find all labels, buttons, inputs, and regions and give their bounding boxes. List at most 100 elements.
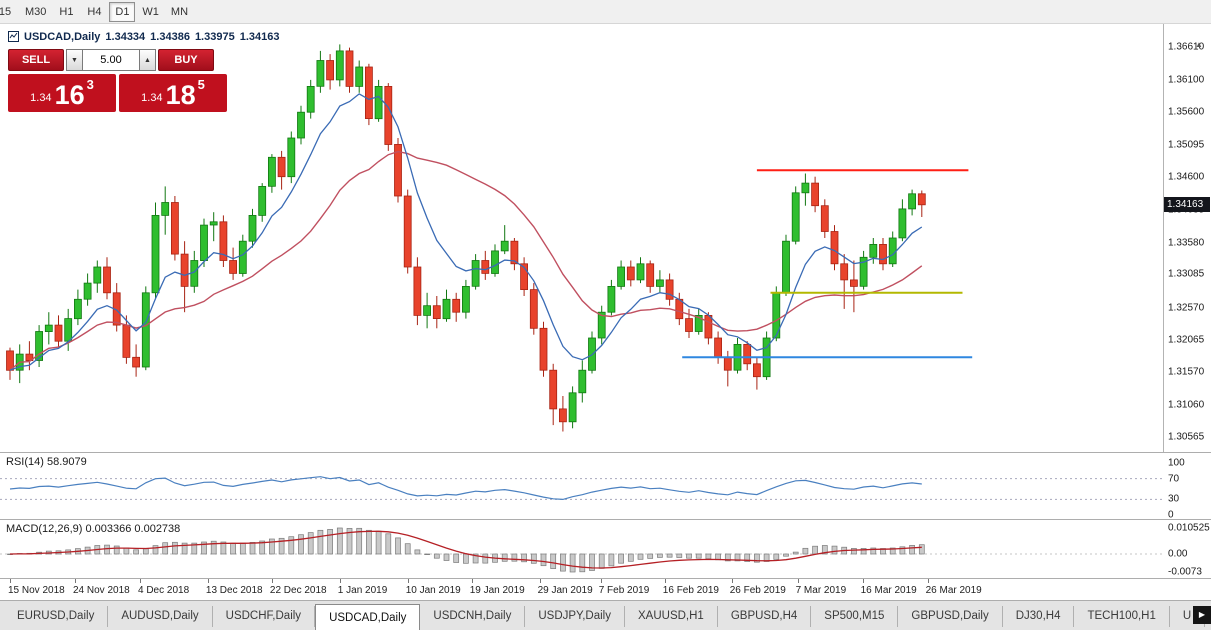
- chart-tab-sp500-m15[interactable]: SP500,M15: [811, 606, 899, 627]
- volume-spinner: ▼ ▲: [66, 49, 156, 71]
- chart-ohlc-header: USDCAD,Daily 1.34334 1.34386 1.33975 1.3…: [8, 31, 284, 43]
- chart-tab-usdcnh-daily[interactable]: USDCNH,Daily: [420, 606, 526, 627]
- chart-tab-usdchf-daily[interactable]: USDCHF,Daily: [213, 606, 316, 627]
- time-axis-tick: [862, 579, 864, 583]
- price-row: 1.34 16 3 1.34 18 5: [8, 74, 230, 112]
- price-axis-label: 1.31060: [1168, 399, 1205, 411]
- chart-tab-xauusd-h1[interactable]: XAUUSD,H1: [625, 606, 718, 627]
- volume-decrease-icon[interactable]: ▼: [66, 49, 83, 71]
- price-axis-label: 1.36610: [1168, 41, 1205, 53]
- chart-tab-dj30-h4[interactable]: DJ30,H4: [1003, 606, 1075, 627]
- time-axis-tick: [731, 579, 733, 583]
- time-axis-tick: [207, 579, 209, 583]
- timeframe-button-d1[interactable]: D1: [109, 1, 136, 22]
- chart-area: USDCAD,Daily 1.34334 1.34386 1.33975 1.3…: [0, 24, 1211, 452]
- date-label: 16 Mar 2019: [860, 585, 917, 596]
- tabs-scroll-right-button[interactable]: ▶: [1193, 606, 1211, 624]
- rsi-level-label: 0: [1168, 509, 1174, 521]
- time-axis-tick: [471, 579, 473, 583]
- date-label: 7 Mar 2019: [795, 585, 847, 596]
- sell-price-pipette: 3: [86, 77, 94, 92]
- price-axis-label: 1.35095: [1168, 139, 1205, 151]
- axis-scroll-up-icon[interactable]: ▲: [1195, 40, 1203, 49]
- time-axis-tick: [75, 579, 76, 583]
- date-label: 4 Dec 2018: [138, 585, 190, 596]
- time-axis-tick: [339, 579, 341, 583]
- chart-tab-usdjpy-daily[interactable]: USDJPY,Daily: [525, 606, 625, 627]
- time-axis-tick: [140, 579, 141, 583]
- date-label: 16 Feb 2019: [662, 585, 719, 596]
- buy-price-pips: 18: [165, 80, 196, 111]
- time-axis-tick: [927, 579, 929, 583]
- time-axis-tick: [407, 579, 409, 583]
- chart-tab-bar: EURUSD,Daily AUDUSD,Daily USDCHF,Daily USDC…: [0, 600, 1211, 630]
- time-axis-tick: [664, 579, 666, 583]
- rsi-indicator-panel: RSI(14) 58.9079 100 70 30 0: [0, 452, 1211, 521]
- sell-price-display[interactable]: 1.34 16 3: [8, 74, 116, 112]
- date-label: 10 Jan 2019: [405, 585, 461, 596]
- date-label: 13 Dec 2018: [205, 585, 263, 596]
- time-axis-tick: [600, 579, 602, 583]
- buy-price-display[interactable]: 1.34 18 5: [119, 74, 227, 112]
- chart-tab-audusd-daily[interactable]: AUDUSD,Daily: [108, 606, 213, 627]
- rsi-chart-canvas[interactable]: [0, 454, 1163, 520]
- ohlc-open: 1.34334: [105, 31, 146, 43]
- time-axis-tick: [10, 579, 11, 583]
- trade-row: SELL ▼ ▲ BUY: [8, 49, 230, 71]
- price-axis-label: 1.32570: [1168, 302, 1205, 314]
- timeframe-button-h1[interactable]: H1: [53, 2, 79, 22]
- buy-price-base: 1.34: [141, 92, 163, 104]
- chart-tab-usdcad-daily[interactable]: USDCAD,Daily: [315, 604, 421, 630]
- price-axis-label: 1.36100: [1168, 74, 1205, 86]
- sell-button[interactable]: SELL: [8, 49, 64, 71]
- macd-chart-canvas[interactable]: [0, 521, 1163, 579]
- price-axis-label: 1.32065: [1168, 334, 1205, 346]
- chart-icon: [8, 31, 19, 43]
- price-axis-label: 1.31570: [1168, 366, 1205, 378]
- date-label: 7 Feb 2019: [598, 585, 650, 596]
- buy-button[interactable]: BUY: [158, 49, 214, 71]
- symbol-title: USDCAD,Daily: [24, 31, 101, 43]
- date-label: 19 Jan 2019: [469, 585, 525, 596]
- timeframe-button-w1[interactable]: W1: [137, 2, 164, 22]
- date-label: 26 Mar 2019: [925, 585, 982, 596]
- rsi-level-label: 100: [1168, 457, 1185, 469]
- chart-tab-gbpusd-h4[interactable]: GBPUSD,H4: [718, 606, 812, 627]
- price-axis-separator: [1163, 24, 1164, 578]
- rsi-level-label: 70: [1168, 473, 1180, 485]
- date-label: 22 Dec 2018: [269, 585, 327, 596]
- price-axis-label: 1.35600: [1168, 106, 1205, 118]
- price-axis-label: 1.33580: [1168, 237, 1205, 248]
- time-axis-tick: [271, 579, 273, 583]
- ohlc-high: 1.34386: [150, 31, 190, 43]
- time-axis[interactable]: 15 Nov 2018 24 Nov 2018 4 Dec 2018 13 Dec 2…: [0, 578, 1211, 600]
- date-label: 29 Jan 2019: [537, 585, 593, 596]
- chart-tab-tech100-h1[interactable]: TECH100,H1: [1074, 606, 1170, 627]
- price-axis-label: 1.34600: [1168, 171, 1205, 183]
- macd-indicator-panel: MACD(12,26,9) 0.003366 0.002738 0.010525…: [0, 519, 1211, 578]
- date-label: 24 Nov 2018: [73, 585, 130, 596]
- one-click-trading-panel: SELL ▼ ▲ BUY 1.34 16 3 1.34 18 5: [8, 49, 230, 112]
- macd-label: MACD(12,26,9) 0.003366 0.002738: [6, 523, 181, 535]
- macd-level-label: -0.0073: [1168, 566, 1202, 578]
- candlestick-chart-canvas[interactable]: [0, 24, 1163, 452]
- ohlc-close: 1.34163: [239, 31, 280, 43]
- timeframe-button-15[interactable]: 15: [0, 2, 18, 22]
- sell-price-base: 1.34: [30, 92, 52, 104]
- macd-level-label: 0.010525: [1168, 522, 1210, 534]
- timeframe-button-m30[interactable]: M30: [20, 2, 51, 22]
- date-label: 15 Nov 2018: [8, 585, 65, 596]
- timeframe-button-mn[interactable]: MN: [166, 2, 193, 22]
- time-axis-tick: [539, 579, 541, 583]
- timeframe-button-h4[interactable]: H4: [81, 2, 107, 22]
- rsi-level-label: 30: [1168, 493, 1180, 505]
- macd-level-label: 0.00: [1168, 548, 1188, 560]
- price-axis-label: 1.33085: [1168, 268, 1205, 280]
- chart-tab-gbpusd-daily[interactable]: GBPUSD,Daily: [898, 606, 1003, 627]
- chart-tab-eurusd-daily[interactable]: EURUSD,Daily: [4, 606, 109, 627]
- volume-increase-icon[interactable]: ▲: [139, 49, 156, 71]
- date-label: 26 Feb 2019: [729, 585, 786, 596]
- date-label: 1 Jan 2019: [337, 585, 388, 596]
- volume-input[interactable]: [83, 49, 139, 71]
